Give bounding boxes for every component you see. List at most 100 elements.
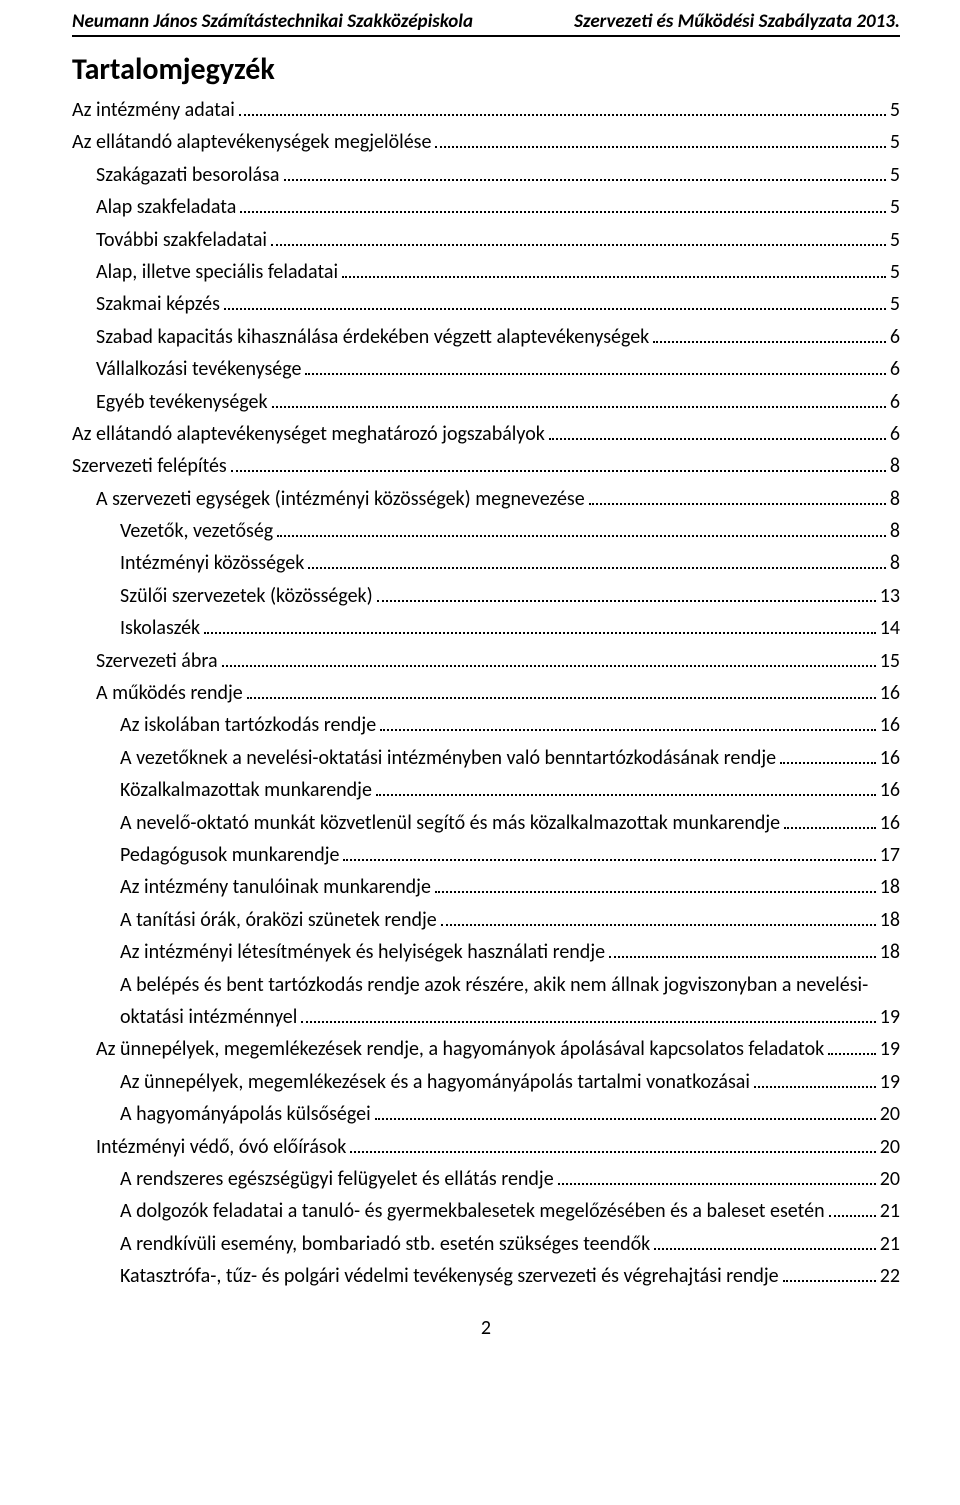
toc-entry-label: A belépés és bent tartózkodás rendje azo… [120, 969, 900, 1001]
toc-entry: Szakágazati besorolása5 [72, 159, 900, 191]
toc-entry-page: 5 [890, 191, 900, 223]
toc-entry-page: 13 [880, 580, 900, 612]
toc-entry-label: Iskolaszék [120, 612, 200, 644]
toc-entry: A rendszeres egészségügyi felügyelet és … [72, 1163, 900, 1195]
toc-entry-page: 20 [880, 1131, 900, 1163]
toc-entry-page: 18 [880, 904, 900, 936]
toc-entry-page: 5 [890, 256, 900, 288]
toc-entry-label: A tanítási órák, óraközi szünetek rendje [120, 904, 437, 936]
toc-leader-dots [204, 614, 876, 634]
toc-entry-page: 21 [880, 1195, 900, 1227]
toc-leader-dots [301, 1003, 875, 1023]
toc-entry-page: 8 [890, 450, 900, 482]
toc-entry-label: Szakmai képzés [96, 288, 220, 320]
toc-entry-page: 8 [890, 515, 900, 547]
toc-entry-label: A vezetőknek a nevelési-oktatási intézmé… [120, 742, 776, 774]
toc-leader-dots [377, 582, 876, 602]
toc-entry: Az ellátandó alaptevékenységek megjelölé… [72, 126, 900, 158]
toc-entry-page: 14 [880, 612, 900, 644]
toc-leader-dots [247, 679, 876, 699]
toc-leader-dots [609, 938, 876, 958]
toc-entry: Szervezeti ábra15 [72, 645, 900, 677]
page-header: Neumann János Számítástechnikai Szakközé… [72, 10, 900, 37]
toc-entry-label: A dolgozók feladatai a tanuló- és gyerme… [120, 1195, 825, 1227]
toc-entry: Alap, illetve speciális feladatai5 [72, 256, 900, 288]
toc-entry-label: Katasztrófa-, tűz- és polgári védelmi te… [120, 1260, 779, 1292]
toc-entry-label: Vállalkozási tevékenysége [96, 353, 301, 385]
toc-entry-page: 5 [890, 224, 900, 256]
toc-entry-label: Az iskolában tartózkodás rendje [120, 709, 376, 741]
toc-entry-page: 8 [890, 483, 900, 515]
toc-entry: A szervezeti egységek (intézményi közöss… [72, 483, 900, 515]
toc-entry: Az iskolában tartózkodás rendje16 [72, 709, 900, 741]
toc-entry-page: 6 [890, 321, 900, 353]
toc-entry: A tanítási órák, óraközi szünetek rendje… [72, 904, 900, 936]
toc-entry: Az ellátandó alaptevékenységet meghatáro… [72, 418, 900, 450]
toc-leader-dots [435, 873, 876, 893]
toc-entry-label: A hagyományápolás külsőségei [120, 1098, 371, 1130]
toc-leader-dots [754, 1068, 876, 1088]
toc-leader-dots [277, 517, 886, 537]
toc-entry: Az intézmény adatai5 [72, 94, 900, 126]
page-number: 2 [72, 1316, 900, 1340]
toc-entry: Szülői szervezetek (közösségek)13 [72, 580, 900, 612]
toc-entry-label: Intézményi védő, óvó előírások [96, 1131, 346, 1163]
toc-entry: A belépés és bent tartózkodás rendje azo… [72, 969, 900, 1034]
toc-leader-dots [350, 1133, 875, 1153]
toc-leader-dots [239, 96, 886, 116]
toc-entry: Az ünnepélyek, megemlékezések rendje, a … [72, 1033, 900, 1065]
toc-entry-label: További szakfeladatai [96, 224, 267, 256]
toc-entry-label: oktatási intézménnyel [120, 1001, 297, 1033]
toc-entry-label: Vezetők, vezetőség [120, 515, 273, 547]
toc-entry-page: 6 [890, 353, 900, 385]
toc-leader-dots [222, 647, 876, 667]
toc-entry-page: 20 [880, 1098, 900, 1130]
toc-entry: Szervezeti felépítés 8 [72, 450, 900, 482]
toc-leader-dots [376, 776, 876, 796]
toc-entry-page: 17 [880, 839, 900, 871]
toc-leader-dots [343, 841, 875, 861]
toc-entry-label: Pedagógusok munkarendje [120, 839, 339, 871]
toc-entry: Intézményi közösségek 8 [72, 547, 900, 579]
toc-entry-page: 20 [880, 1163, 900, 1195]
toc-leader-dots [272, 388, 886, 408]
toc-entry-label: Az intézmény adatai [72, 94, 235, 126]
toc-entry-label: Intézményi közösségek [120, 547, 304, 579]
toc-entry-page: 16 [880, 807, 900, 839]
toc-entry: Szakmai képzés5 [72, 288, 900, 320]
toc-entry: A rendkívüli esemény, bombariadó stb. es… [72, 1228, 900, 1260]
toc-leader-dots [441, 906, 876, 926]
toc-leader-dots [549, 420, 886, 440]
toc-entry: A vezetőknek a nevelési-oktatási intézmé… [72, 742, 900, 774]
toc-leader-dots [653, 323, 886, 343]
toc-entry-label: A rendkívüli esemény, bombariadó stb. es… [120, 1228, 650, 1260]
toc-entry: Az ünnepélyek, megemlékezések és a hagyo… [72, 1066, 900, 1098]
toc-entry-label: Alap szakfeladata [96, 191, 236, 223]
toc-entry-label: Szabad kapacitás kihasználása érdekében … [96, 321, 649, 353]
toc-entry-page: 6 [890, 386, 900, 418]
toc-entry: Szabad kapacitás kihasználása érdekében … [72, 321, 900, 353]
toc-entry-page: 15 [880, 645, 900, 677]
toc-entry-page: 16 [880, 774, 900, 806]
toc-entry: Iskolaszék 14 [72, 612, 900, 644]
toc-leader-dots [342, 258, 886, 278]
toc-entry-page: 8 [890, 547, 900, 579]
toc-entry-page: 16 [880, 677, 900, 709]
toc-leader-dots [784, 809, 876, 829]
toc-leader-dots [558, 1165, 876, 1185]
toc-entry-label: Az ellátandó alaptevékenységet meghatáro… [72, 418, 545, 450]
toc-leader-dots [829, 1197, 876, 1217]
toc-entry: Az intézmény tanulóinak munkarendje18 [72, 871, 900, 903]
toc-entry: Egyéb tevékenységek6 [72, 386, 900, 418]
toc-entry-label: Az ellátandó alaptevékenységek megjelölé… [72, 126, 431, 158]
toc-entry-page: 21 [880, 1228, 900, 1260]
document-page: Neumann János Számítástechnikai Szakközé… [0, 0, 960, 1360]
toc-entry-label: Közalkalmazottak munkarendje [120, 774, 372, 806]
toc-entry-label: A nevelő-oktató munkát közvetlenül segít… [120, 807, 780, 839]
toc-entry-continuation: oktatási intézménnyel19 [120, 1001, 900, 1033]
toc-entry-label: Szervezeti felépítés [72, 450, 227, 482]
toc-entry-page: 18 [880, 871, 900, 903]
toc-leader-dots [380, 711, 876, 731]
toc-leader-dots [305, 355, 885, 375]
toc-entry-page: 22 [880, 1260, 900, 1292]
